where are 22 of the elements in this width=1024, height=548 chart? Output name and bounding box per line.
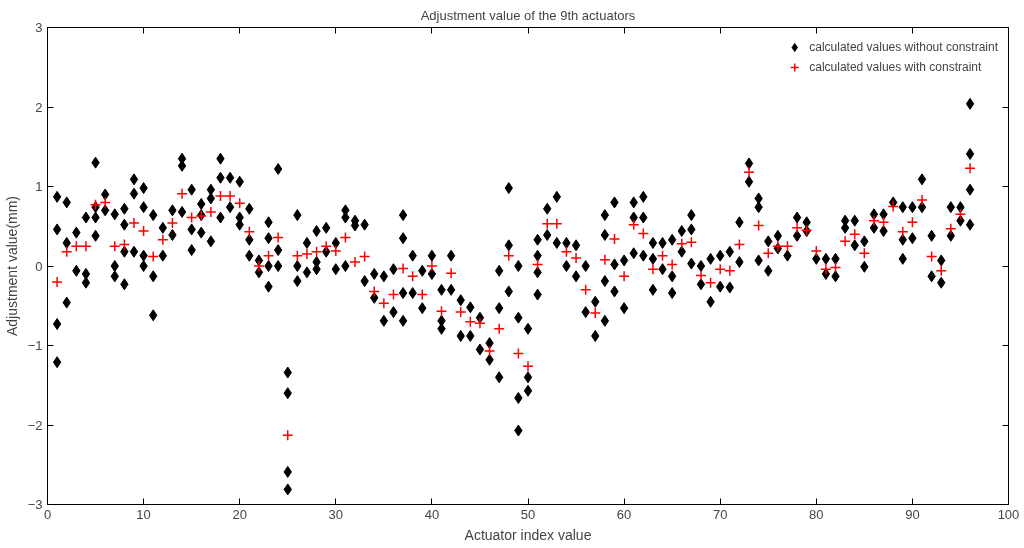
x-tick-label: 100 [997,506,1020,522]
x-tick-label: 20 [232,506,247,522]
y-axis-title: Adjustment value(mm) [3,195,20,337]
legend-label: calculated values with constraint [809,60,982,74]
x-tick-label: 30 [328,506,344,522]
y-tick-label: −1 [27,338,43,353]
x-tick-label: 10 [136,506,151,522]
x-axis-title: Actuator index value [464,526,592,543]
x-tick-label: 90 [905,506,920,522]
x-tick-label: 40 [424,506,440,522]
y-tick-label: −3 [27,497,43,512]
chart-title: Adjustment value of the 9th actuators [420,7,636,23]
y-tick-label: 1 [35,179,43,194]
x-tick-label: 70 [712,506,728,522]
y-tick-label: 2 [35,99,43,115]
legend-label: calculated values without constraint [809,40,998,54]
y-tick-label: 0 [35,258,43,274]
y-tick-label: 3 [35,20,43,35]
x-tick-label: 80 [809,506,824,522]
x-tick-label: 60 [616,506,632,522]
y-tick-label: −2 [27,417,43,433]
x-tick-label: 50 [520,506,536,522]
